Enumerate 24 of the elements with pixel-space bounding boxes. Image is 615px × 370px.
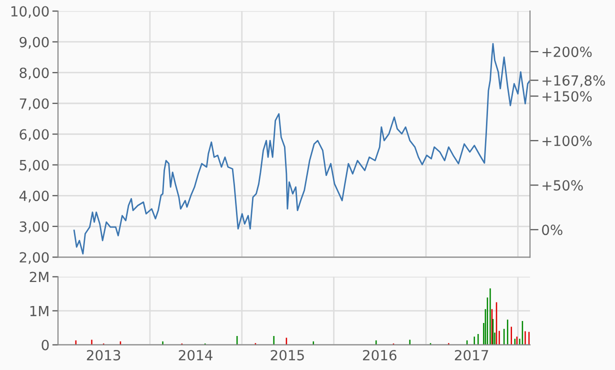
y-tick-label: 2M xyxy=(30,272,48,282)
line-series xyxy=(73,43,530,254)
x-tick-label: 2016 xyxy=(362,350,396,360)
y-tick-label: 6,00 xyxy=(20,129,49,142)
y2-tick-label: +50% xyxy=(542,180,583,191)
y-tick-label: 7,00 xyxy=(20,98,49,110)
y2-tick-label: +167,8% xyxy=(542,75,605,88)
x-tick-label: 2017 xyxy=(454,350,488,360)
y-tick-label: 3,00 xyxy=(20,221,49,234)
x-tick-label: 2014 xyxy=(178,350,212,360)
y-tick-label: 5,00 xyxy=(20,160,49,172)
y-tick-label: 4,00 xyxy=(19,190,49,203)
y-tick-label: 1M xyxy=(30,306,48,316)
y2-tick-label: +100% xyxy=(542,136,592,146)
y-tick-label: 10,00 xyxy=(11,6,49,18)
x-tick-label: 2013 xyxy=(86,350,120,360)
y-tick-label: 9,00 xyxy=(20,36,49,49)
y-tick-label: 0 xyxy=(42,340,49,350)
y2-tick-label: +200% xyxy=(542,46,592,58)
y-tick-label: 8,00 xyxy=(20,68,49,80)
y-tick-label: 2,00 xyxy=(20,252,49,264)
y2-tick-label: +150% xyxy=(542,91,592,102)
y2-tick-label: 0% xyxy=(542,224,562,236)
x-tick-label: 2015 xyxy=(270,350,304,360)
